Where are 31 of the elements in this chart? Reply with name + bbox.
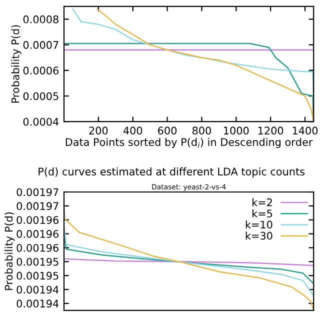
y-axis-title: Probability P(d) (11, 25, 22, 103)
y-tick-label: 0.0006 (23, 66, 58, 75)
y-tick-label: 0.0005 (23, 92, 58, 100)
y-tick-label: 0.00196 (16, 230, 58, 238)
x-tick-label: 1000 (224, 126, 249, 135)
y-tick-label: 0.0007 (23, 41, 58, 49)
x-tick-label: 1200 (258, 126, 284, 135)
y-tick-label: 0.00195 (16, 272, 58, 280)
y-tick-label: 0.00197 (16, 188, 58, 196)
legend-label: k=30 (246, 232, 272, 240)
y-tick-label: 0.00194 (16, 286, 59, 294)
chart-title: P(d) curves estimated at different LDA topic counts (38, 167, 305, 178)
y-tick-label: 0.00196 (16, 216, 58, 224)
legend-label: k=5 (252, 209, 272, 218)
legend-label: k=10 (246, 220, 272, 229)
y-tick-label: 0.0008 (23, 15, 58, 24)
y-tick-label: 0.00196 (16, 244, 58, 252)
x-tick-label: 1400 (292, 126, 318, 135)
y-axis-title: Probability P(d) (4, 212, 15, 290)
line-series (96, 8, 314, 122)
x-tick-label: 800 (192, 126, 211, 135)
y-tick-label: 0.00197 (16, 202, 58, 210)
x-tick-label: 600 (158, 126, 177, 135)
x-tick-label: 400 (123, 126, 142, 135)
x-axis-title: Data Points sorted by P(d$_{i}$) in Descending order (66, 138, 313, 148)
y-tick-label: 0.00194 (16, 300, 59, 308)
legend-label: k=2 (252, 198, 272, 206)
x-tick-label: 200 (89, 126, 108, 135)
line-series (64, 258, 314, 266)
y-tick-label: 0.00195 (16, 258, 58, 266)
y-tick-label: 0.0004 (23, 118, 59, 126)
